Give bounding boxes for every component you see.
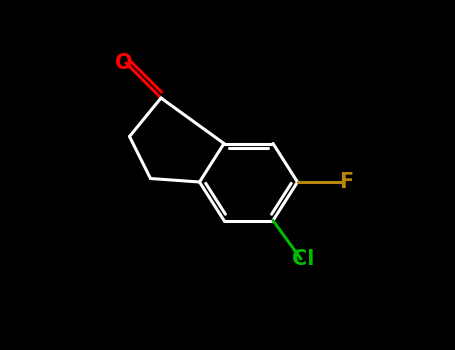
Text: O: O xyxy=(116,53,133,73)
Text: Cl: Cl xyxy=(292,249,314,269)
Text: F: F xyxy=(339,172,354,192)
